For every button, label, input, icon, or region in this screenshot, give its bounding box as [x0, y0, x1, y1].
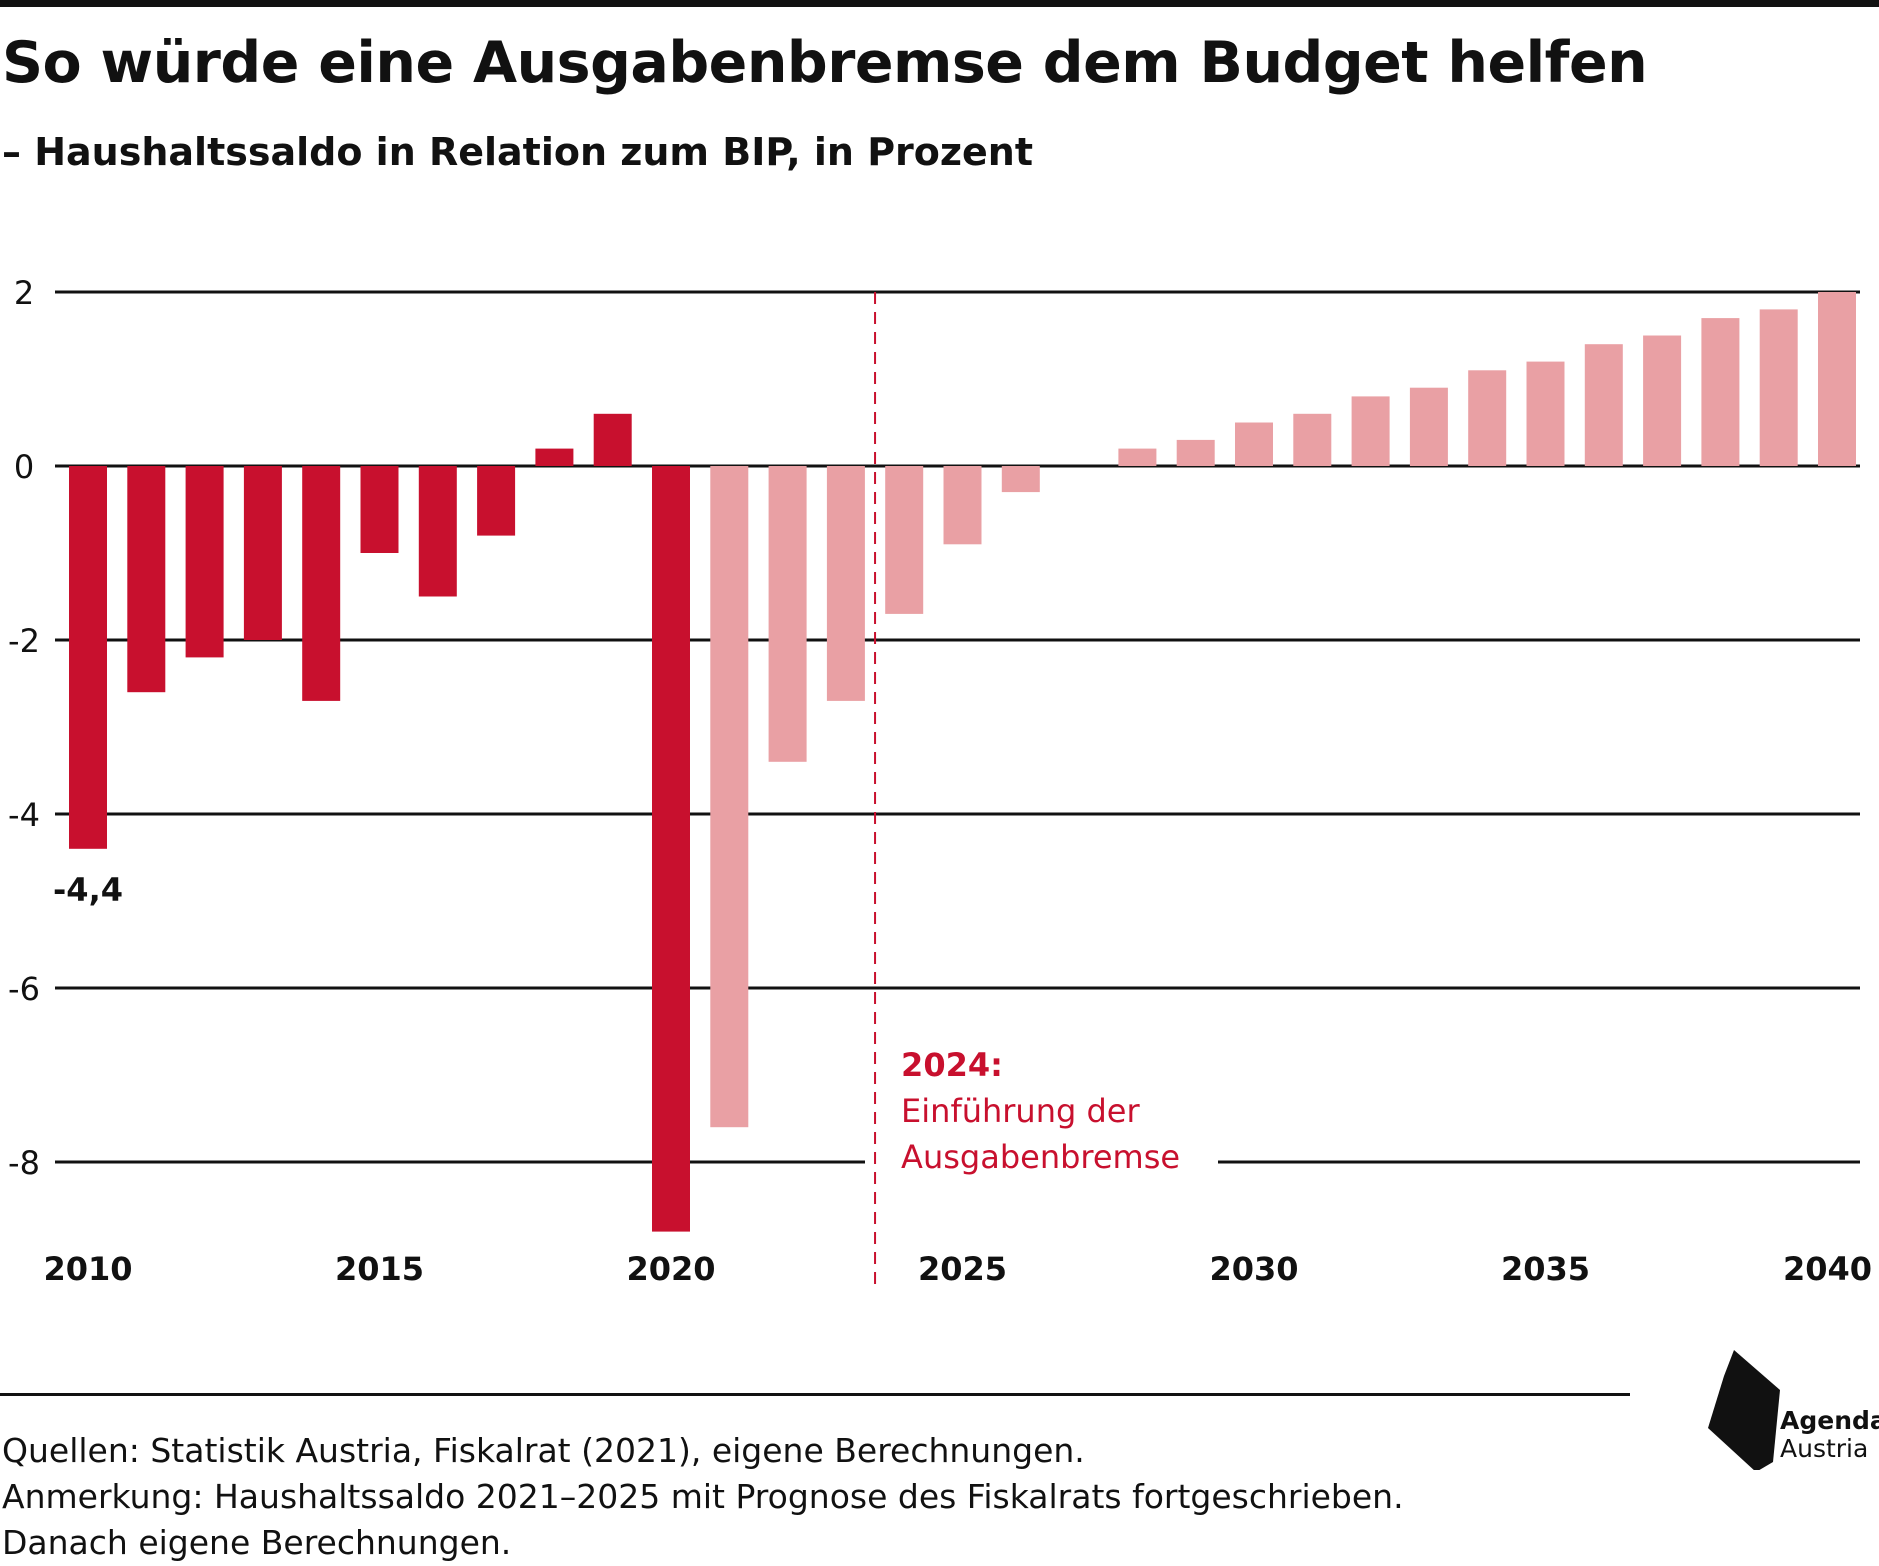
bar-2016: [418, 466, 457, 597]
bar-2033: [1409, 387, 1448, 466]
y-tick-label: 0: [14, 448, 34, 486]
source-line: Quellen: Statistik Austria, Fiskalrat (2…: [2, 1431, 1085, 1470]
bar-2019: [593, 413, 632, 466]
grid-lines: [55, 290, 1860, 1164]
y-tick-label: -8: [8, 1144, 40, 1182]
top-rule: [0, 0, 1879, 7]
bar-2018: [535, 448, 574, 466]
bar-2013: [243, 466, 282, 640]
annotation-text: 2024:: [901, 1046, 1003, 1084]
x-tick-label: 2025: [918, 1250, 1007, 1288]
bar-2021: [710, 466, 749, 1128]
bar-2028: [1118, 448, 1157, 466]
bar-2036: [1584, 344, 1623, 466]
agenda-austria-logo-mark-icon: [1708, 1350, 1780, 1470]
x-tick-label: 2030: [1209, 1250, 1298, 1288]
note-line: Anmerkung: Haushaltssaldo 2021–2025 mit …: [2, 1477, 1404, 1516]
annotation-text: Einführung der: [901, 1092, 1140, 1130]
x-tick-label: 2010: [43, 1250, 132, 1288]
bar-2034: [1468, 370, 1507, 466]
annotation: 2024: Einführung der Ausgabenbremse: [874, 292, 1180, 1285]
bar-2012: [185, 466, 224, 658]
bar-2039: [1759, 309, 1798, 466]
chart-title: So würde eine Ausgabenbremse dem Budget …: [2, 30, 1648, 96]
bar-2026: [1001, 466, 1040, 493]
bar-2024: [885, 466, 924, 614]
x-tick-label: 2020: [626, 1250, 715, 1288]
chart-subtitle: – Haushaltssaldo in Relation zum BIP, in…: [2, 130, 1034, 174]
source-notes: Quellen: Statistik Austria, Fiskalrat (2…: [2, 1428, 1404, 1566]
bars: [69, 292, 1856, 1232]
y-axis-ticks: 2 0 -2 -4 -6 -8: [8, 274, 40, 1182]
bar-2030: [1235, 422, 1273, 466]
agenda-austria-logo: Agenda Austria: [1700, 1350, 1879, 1470]
bar-2023: [826, 466, 865, 701]
bar-2029: [1176, 439, 1215, 466]
annotation-text: Ausgabenbremse: [901, 1138, 1180, 1176]
bar-chart: 20-2-4-6-8 2010 2015 2020 2025 2030 2035 2040 …: [8, 274, 1872, 1288]
x-tick-label: 2035: [1501, 1250, 1590, 1288]
logo-name: Agenda: [1780, 1406, 1879, 1435]
bar-2032: [1351, 396, 1390, 466]
bar-2035: [1526, 361, 1565, 466]
data-labels: -4,4: [53, 871, 123, 909]
bar-2017: [477, 466, 516, 536]
bar-2011: [127, 466, 166, 693]
y-tick-label: 2: [14, 274, 34, 312]
y-tick-label: -2: [8, 622, 40, 660]
x-tick-label: 2015: [335, 1250, 424, 1288]
bar-2014: [302, 466, 341, 701]
bar-2040: [1818, 292, 1856, 466]
bar-2038: [1701, 318, 1740, 466]
bar-2022: [768, 466, 807, 762]
bar-2015: [360, 466, 399, 553]
logo-sub: Austria: [1780, 1434, 1869, 1463]
bar-2025: [943, 466, 982, 545]
bar-2020: [652, 466, 690, 1232]
bar-2010: [69, 466, 107, 849]
y-tick-label: -4: [8, 796, 40, 834]
y-tick-label: -6: [8, 970, 40, 1008]
x-axis-ticks: 2010 2015 2020 2025 2030 2035 2040: [43, 1250, 1872, 1288]
bar-2037: [1643, 335, 1682, 466]
bar-2031: [1293, 413, 1332, 466]
footer-rule: [0, 1393, 1630, 1396]
data-label-2010: -4,4: [53, 871, 123, 909]
note-line-continued: Danach eigene Berechnungen.: [2, 1523, 512, 1562]
x-tick-label: 2040: [1783, 1250, 1872, 1288]
